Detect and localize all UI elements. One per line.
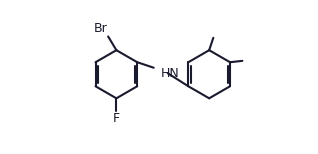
Text: Br: Br — [94, 22, 107, 35]
Text: F: F — [113, 112, 120, 125]
Text: HN: HN — [161, 67, 179, 80]
